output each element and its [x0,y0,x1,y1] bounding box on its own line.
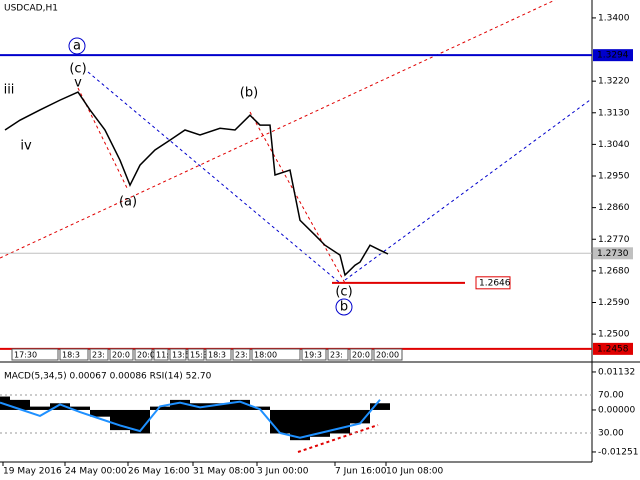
macd-bar [30,406,50,410]
time-marker: 11:0 [156,351,174,360]
macd-bar [10,399,30,410]
macd-bar [150,406,170,410]
time-marker: 20:0 [352,351,370,360]
y-tick-label: 1.2500 [598,330,630,340]
time-marker-box [153,348,169,361]
price-label: 1.2458 [597,344,629,354]
macd-bar [90,409,110,417]
macd-bar [270,409,290,434]
x-tick-label: 10 Jun 08:00 [386,467,443,477]
y-tick-label: 0.01132 [598,367,635,377]
y-tick-label: -0.01251 [598,447,638,457]
time-marker-box [59,348,89,361]
y-tick-label: 1.3220 [598,77,630,87]
macd-bar [110,409,130,431]
wave-label: (b) [240,86,258,101]
wave-label: b [340,300,348,315]
time-marker: 23: [330,351,343,360]
price-label-box [475,276,511,290]
chart-title: USDCAD,H1 [4,4,58,14]
y-tick-label: 1.2770 [598,235,630,245]
price-label: 1.2646 [479,278,511,288]
y2-tick-label: 70.00 [598,390,624,400]
time-marker: 15:3 [190,351,208,360]
macd-bar [210,403,230,410]
time-marker: 17:30 [14,351,37,360]
time-marker-box [301,348,327,361]
y-tick-label: 1.3130 [598,108,630,118]
y-tick-label: 1.2860 [598,203,630,213]
wave-line [87,71,341,284]
time-marker-box [349,348,373,361]
wave-circle [68,37,86,55]
x-tick-label: 3 Jun 00:00 [257,467,309,477]
y-tick-label: 1.3040 [598,140,630,150]
time-marker-box [251,348,301,361]
wave-label: (a) [119,195,137,210]
time-marker-box [169,348,187,361]
wave-label: iv [20,139,32,154]
divergence-line [297,424,379,453]
price-label-box [593,342,633,355]
macd-bar [70,406,90,410]
time-marker-box [89,348,109,361]
time-marker: 23: [235,351,248,360]
time-marker-box [109,348,134,361]
trend-lines [0,0,591,453]
time-marker: 23: [92,351,105,360]
price-label-box [593,49,633,62]
macd-bar [130,409,150,434]
y-tick-label: 0.00000 [598,405,635,415]
y-tick-label: 1.2590 [598,298,630,308]
wave-line [249,111,346,284]
macd-bar [310,409,330,437]
indicator-title: MACD(5,34,5) 0.00067 0.00086 RSI(14) 52.… [4,372,212,382]
y-tick-label: 1.3400 [598,13,630,23]
x-tick-label: 31 May 08:00 [193,467,255,477]
macd-bar [50,403,70,410]
macd-bar [370,403,390,410]
time-marker-box [11,348,59,361]
x-tick-label: 7 Jun 16:00 [335,467,387,477]
macd-bar [290,409,310,441]
wave-label: a [73,39,81,54]
channel-line [0,0,556,259]
y-tick-label: 1.2950 [598,172,630,182]
time-marker-box [232,348,251,361]
time-marker-box [187,348,205,361]
x-tick-label: 19 May 2016 [3,467,62,477]
time-marker: 18:00 [254,351,277,360]
time-marker: 19:3 [304,351,322,360]
wave-label: v [74,76,82,91]
y-tick-label: 1.2680 [598,266,630,276]
wave-label: iii [4,83,15,98]
time-marker: 20:00 [376,351,399,360]
time-marker-box [205,348,232,361]
price-label: 1.3294 [597,51,629,61]
rsi-line [0,399,381,439]
macd-bar [230,399,250,410]
wave-line [344,99,591,281]
wave-label: (c) [69,62,86,77]
time-marker: 20:0 [112,351,130,360]
macd-bar [170,399,190,410]
macd-bar [350,409,370,424]
time-marker: 20:0 [137,351,155,360]
price-label: 1.2730 [597,249,629,259]
price-line [4,91,389,277]
wave-label: (c) [335,285,352,300]
x-tick-label: 26 May 16:00 [128,467,190,477]
x-tick-label: 24 May 00:00 [65,467,127,477]
wave-circle [335,298,353,316]
time-marker: 18:3 [62,351,80,360]
time-marker-box [373,348,403,361]
time-marker-box [134,348,153,361]
time-marker: 13:5 [172,351,190,360]
price-label-box [593,247,633,260]
time-marker-box [327,348,349,361]
time-marker: 18:3 [208,351,226,360]
y2-tick-label: 30.00 [598,429,624,439]
